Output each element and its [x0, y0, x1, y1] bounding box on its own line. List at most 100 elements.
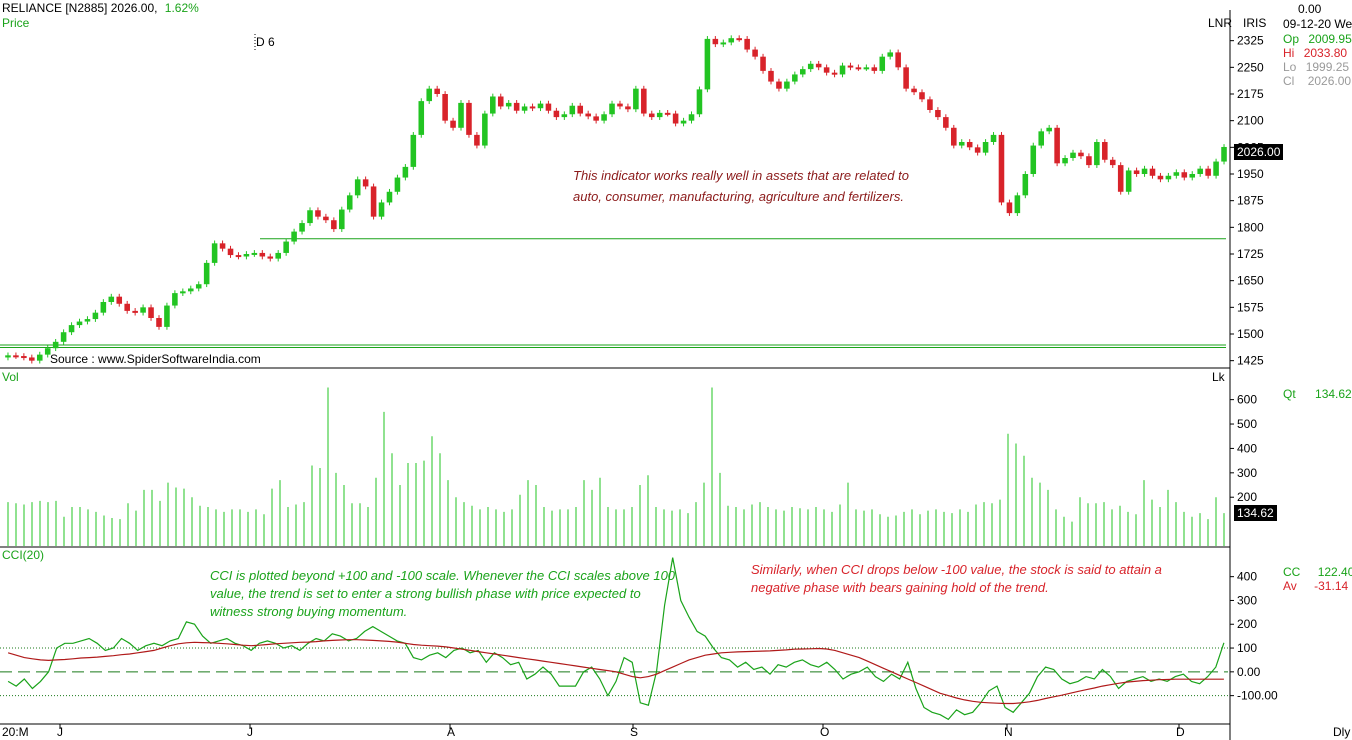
candle-body: [291, 231, 297, 242]
close-value: 2026.00: [1307, 74, 1352, 88]
candle-body: [251, 252, 258, 255]
candle-body: [180, 291, 186, 294]
candle-body: [513, 102, 520, 111]
candle-body: [116, 296, 123, 304]
price-candle: [76, 318, 83, 328]
candle-body: [354, 179, 361, 196]
high-value: 2033.80: [1303, 46, 1348, 60]
candle-body: [823, 67, 830, 73]
candle-body: [974, 147, 981, 153]
price-candle: [712, 36, 719, 48]
candle-body: [1078, 152, 1084, 157]
price-candle: [696, 86, 703, 118]
volume-tick-label: 600: [1237, 393, 1257, 407]
price-candle: [108, 293, 115, 305]
price-candle: [29, 354, 35, 364]
price-candle: [847, 62, 854, 71]
candle-body: [315, 210, 321, 217]
cci-tick-label: 200: [1237, 617, 1257, 631]
price-candle: [1197, 165, 1203, 177]
candle-body: [84, 319, 91, 322]
candle-body: [1109, 159, 1116, 166]
av-label: Av: [1283, 579, 1297, 593]
price-candle: [497, 93, 504, 110]
candle-body: [156, 318, 162, 327]
candle-body: [1117, 165, 1124, 192]
candle-body: [52, 341, 59, 349]
candle-body: [299, 223, 305, 232]
candle-body: [641, 88, 647, 114]
candle-body: [815, 63, 822, 68]
price-candle: [577, 102, 584, 117]
price-candle: [927, 96, 933, 113]
price-candle: [545, 100, 552, 114]
price-candle: [1205, 165, 1211, 179]
price-candle: [219, 240, 226, 252]
candle-body: [903, 67, 909, 89]
candle-body: [458, 102, 464, 128]
candle-body: [680, 120, 687, 124]
candle-body: [529, 106, 536, 109]
volume-qt: Qt 134.62: [1283, 387, 1352, 401]
qt-value: 134.62: [1315, 387, 1352, 401]
price-candle: [442, 91, 448, 124]
price-candle: [704, 36, 711, 93]
volume-panel-label: Vol: [2, 370, 19, 384]
lnr-label: LNR: [1208, 16, 1233, 30]
price-candle: [807, 60, 814, 72]
candle-body: [863, 67, 870, 70]
price-candle: [386, 188, 393, 206]
close-label: Cl: [1283, 74, 1295, 88]
candle-body: [553, 110, 560, 118]
price-candle: [195, 281, 202, 292]
price-candle: [36, 351, 43, 364]
high-label: Hi: [1283, 46, 1295, 60]
price-candle: [998, 132, 1005, 206]
candle-body: [474, 134, 480, 146]
price-candle: [426, 85, 433, 104]
candle-body: [879, 56, 886, 71]
price-candle: [1133, 167, 1140, 177]
price-candle: [903, 64, 909, 92]
candle-body: [1102, 142, 1108, 160]
candle-body: [1046, 127, 1052, 132]
price-candle: [513, 100, 520, 114]
candle-body: [235, 255, 242, 258]
price-candle: [728, 35, 735, 46]
candle-body: [1006, 202, 1013, 214]
candle-body: [998, 134, 1005, 203]
price-tick-label: 2325: [1237, 34, 1264, 48]
candle-body: [307, 210, 313, 224]
price-candle: [958, 139, 965, 149]
panel-frame: [0, 10, 1231, 740]
price-candle: [1165, 172, 1172, 183]
candle-body: [410, 134, 417, 167]
candle-body: [1094, 142, 1100, 166]
price-candle: [799, 66, 806, 78]
price-candle: [187, 285, 194, 295]
x-axis-month-dec: D: [1176, 725, 1185, 739]
price-candle: [855, 64, 862, 71]
price-candle: [52, 338, 59, 352]
price-candle: [593, 113, 599, 124]
candle-body: [140, 307, 146, 313]
price-candle: [760, 53, 766, 74]
price-candle: [410, 132, 417, 170]
candle-body: [378, 202, 385, 217]
candle-body: [164, 305, 170, 327]
price-candle: [672, 110, 679, 127]
price-candle: [323, 213, 329, 224]
candle-body: [1141, 168, 1148, 174]
price-candle: [617, 100, 623, 110]
price-candle: [291, 228, 297, 245]
candle-body: [887, 52, 893, 57]
candle-body: [203, 262, 210, 285]
candle-body: [1189, 174, 1196, 178]
x-axis-ticks: [59, 724, 1180, 729]
candle-body: [1038, 131, 1045, 146]
candle-body: [132, 310, 138, 313]
candle-body: [911, 88, 917, 93]
price-candle: [346, 192, 353, 213]
price-candle: [466, 100, 472, 138]
price-candle: [1149, 165, 1156, 179]
